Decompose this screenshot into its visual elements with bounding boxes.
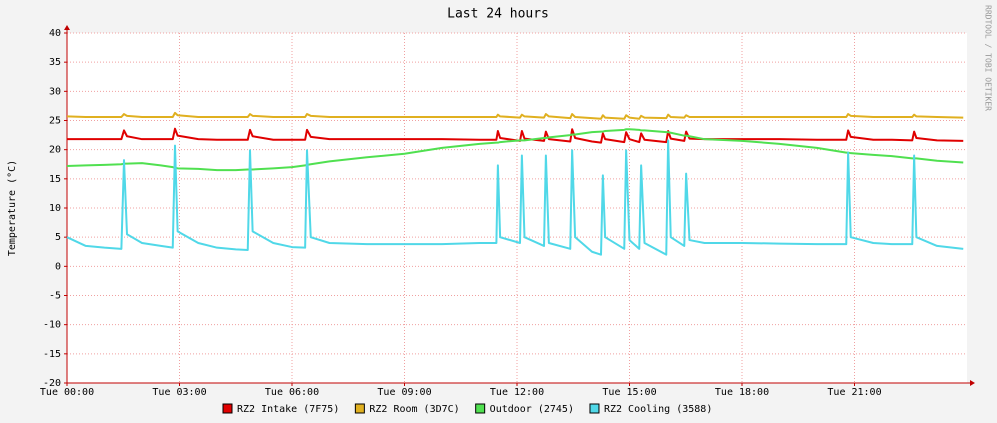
- series-line: [66, 111, 964, 120]
- series-line: [66, 128, 964, 172]
- legend-label: Outdoor (2745): [490, 404, 574, 415]
- legend-label: RZ2 Room (3D7C): [369, 404, 459, 415]
- series-line: [67, 127, 964, 144]
- legend-swatch: [222, 403, 233, 414]
- x-axis-arrow: [970, 380, 975, 386]
- chart-title: Last 24 hours: [447, 7, 549, 22]
- x-tick-label: Tue 18:00: [715, 387, 769, 398]
- y-tick-label: -15: [43, 349, 61, 360]
- y-tick-label: 35: [49, 57, 61, 68]
- y-axis-label: Temperature (°C): [7, 160, 18, 256]
- y-tick-label: 40: [49, 28, 61, 39]
- x-tick-label: Tue 06:00: [265, 387, 319, 398]
- y-tick-label: 15: [49, 174, 61, 185]
- y-tick-label: -20: [43, 378, 61, 389]
- x-tick-label: Tue 21:00: [827, 387, 881, 398]
- y-tick-label: 5: [55, 232, 61, 243]
- x-tick-label: Tue 03:00: [152, 387, 206, 398]
- watermark: RRDTOOL / TOBI OETIKER: [984, 5, 993, 111]
- x-tick-label: Tue 09:00: [377, 387, 431, 398]
- y-tick-label: 0: [55, 261, 61, 272]
- y-tick-label: -10: [43, 320, 61, 331]
- legend-swatch: [475, 403, 486, 414]
- y-tick-label: 25: [49, 116, 61, 127]
- legend-swatch: [589, 403, 600, 414]
- x-tick-label: Tue 00:00: [40, 387, 94, 398]
- x-tick-label: Tue 15:00: [602, 387, 656, 398]
- y-tick-label: -5: [49, 291, 61, 302]
- legend-label: RZ2 Cooling (3588): [604, 404, 712, 415]
- legend-label: RZ2 Intake (7F75): [237, 404, 339, 415]
- y-axis-arrow: [64, 25, 70, 30]
- y-tick-label: 10: [49, 203, 61, 214]
- series-line: [66, 139, 964, 256]
- y-tick-label: 30: [49, 86, 61, 97]
- y-tick-label: 20: [49, 145, 61, 156]
- legend-swatch: [354, 403, 365, 414]
- x-tick-label: Tue 12:00: [490, 387, 544, 398]
